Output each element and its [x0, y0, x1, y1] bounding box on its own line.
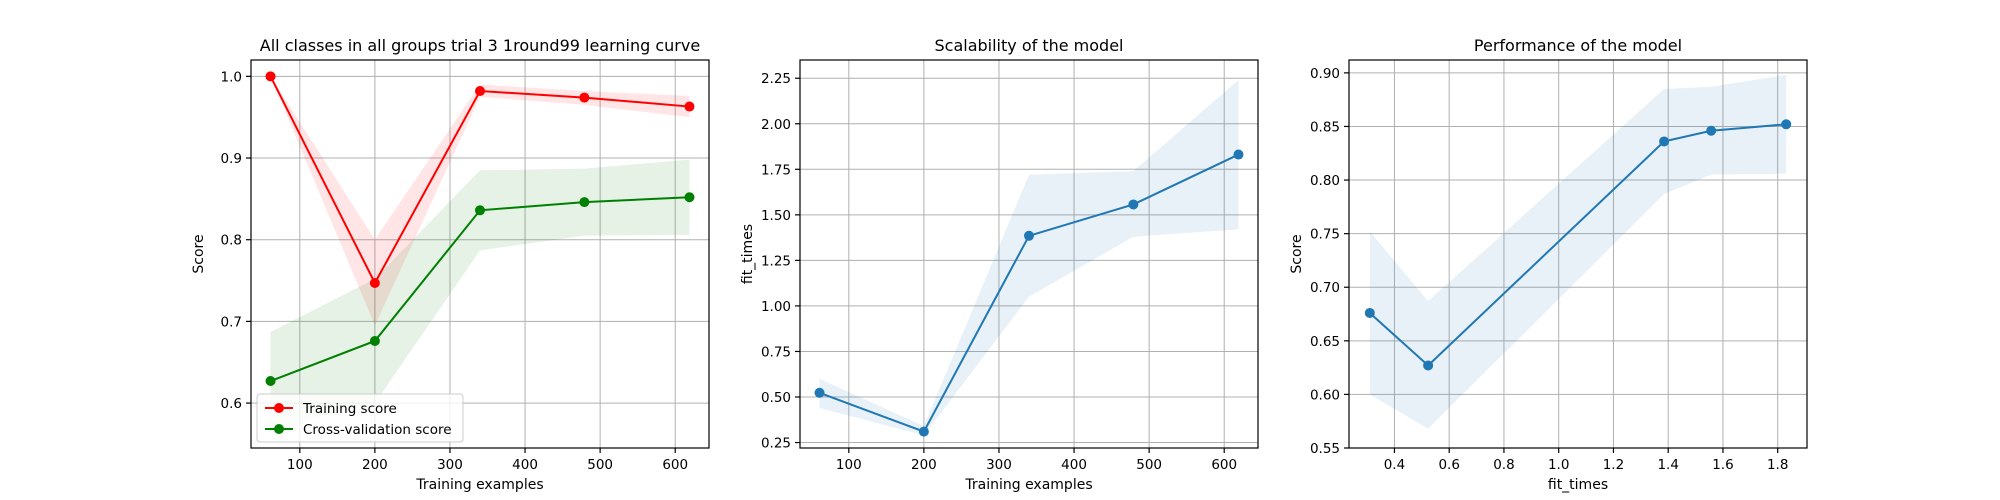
y-tick-label: 0.25: [761, 436, 791, 452]
y-tick-label: 1.25: [761, 253, 791, 269]
data-point: [1781, 119, 1792, 130]
y-tick-label: 2.25: [761, 71, 791, 87]
data-point: [1233, 149, 1244, 160]
chart-panel-2: 100 200 300 400 500 600 0.25 0.50 0.75 1.00 1.25 1.…: [740, 36, 1259, 493]
x-tick-label: 300: [437, 457, 463, 473]
y-tick-label: 1.00: [761, 299, 791, 315]
series-band: [270, 76, 690, 326]
data-point: [1024, 230, 1034, 241]
y-tick-label: 0.7: [221, 314, 242, 330]
data-point: [918, 426, 929, 437]
series-band: [819, 80, 1239, 436]
data-point: [475, 86, 485, 97]
data-point: [265, 376, 276, 387]
y-axis-label: Score: [191, 234, 207, 273]
x-tick-label: 300: [986, 457, 1012, 473]
y-tick-label: 0.75: [1310, 227, 1340, 243]
x-tick-label: 400: [1061, 457, 1087, 473]
y-axis-label: Score: [1289, 234, 1305, 273]
x-tick-label: 100: [287, 457, 313, 473]
x-axis-label: Training examples: [415, 477, 543, 493]
x-tick-label: 400: [512, 457, 538, 473]
y-tick-label: 1.75: [761, 162, 791, 178]
y-axis-label: fit_times: [740, 224, 756, 284]
x-tick-label: 0.4: [1384, 457, 1405, 473]
y-tick-label: 0.75: [761, 344, 791, 360]
legend-marker: [274, 403, 284, 413]
series-band: [1369, 75, 1787, 429]
axes-frame: [250, 59, 710, 449]
y-tick-label: 0.6: [221, 396, 242, 412]
x-tick-label: 1.4: [1657, 457, 1678, 473]
legend-marker: [274, 424, 284, 434]
data-point: [369, 277, 380, 288]
x-tick-label: 500: [1136, 457, 1162, 473]
x-tick-label: 200: [911, 457, 937, 473]
y-tick-label: 0.8: [221, 233, 242, 249]
data-point: [1659, 136, 1670, 147]
x-tick-label: 600: [662, 457, 688, 473]
y-tick-label: 0.50: [761, 390, 791, 406]
y-tick-label: 0.90: [1310, 66, 1340, 82]
data-point: [1423, 360, 1434, 371]
y-tick-label: 2.00: [761, 117, 791, 133]
legend-box: [256, 393, 464, 443]
data-point: [579, 92, 590, 103]
chart-panel-1: 100 200 300 400 500 600 0.6 0.7 0.8 0.9 1.0 All cla…: [191, 36, 710, 493]
legend-entry: Training score: [302, 401, 397, 417]
data-point: [475, 205, 485, 216]
y-tick-label: 0.85: [1310, 119, 1340, 135]
x-tick-label: 1.6: [1712, 457, 1733, 473]
y-tick-label: 0.80: [1310, 173, 1340, 189]
axes-frame: [799, 59, 1259, 449]
x-tick-label: 200: [362, 457, 388, 473]
data-point: [1364, 307, 1375, 318]
y-tick-label: 0.70: [1310, 280, 1340, 296]
y-tick-label: 1.50: [761, 208, 791, 224]
data-point: [579, 197, 590, 208]
chart-title: All classes in all groups trial 3 1round…: [260, 36, 700, 55]
x-tick-label: 1.0: [1548, 457, 1569, 473]
y-tick-label: 0.9: [221, 151, 242, 167]
x-axis-label: fit_times: [1548, 477, 1608, 493]
y-tick-label: 0.55: [1310, 441, 1340, 457]
chart-title: Scalability of the model: [935, 36, 1124, 55]
x-tick-label: 500: [587, 457, 613, 473]
x-axis-label: Training examples: [964, 477, 1092, 493]
data-point: [814, 387, 825, 398]
x-tick-label: 600: [1211, 457, 1237, 473]
series-band: [270, 159, 690, 430]
legend-entry: Cross-validation score: [303, 422, 452, 438]
chart-title: Performance of the model: [1474, 36, 1682, 55]
data-point: [1706, 125, 1717, 136]
x-tick-label: 0.8: [1493, 457, 1514, 473]
y-tick-label: 0.65: [1310, 334, 1340, 350]
x-tick-label: 100: [836, 457, 862, 473]
y-tick-label: 0.60: [1310, 387, 1340, 403]
axes-frame: [1348, 59, 1808, 449]
y-tick-label: 1.0: [221, 69, 242, 85]
x-tick-label: 1.8: [1767, 457, 1788, 473]
data-point: [369, 335, 380, 346]
x-tick-label: 0.6: [1438, 457, 1459, 473]
data-point: [1128, 199, 1139, 210]
data-point: [265, 71, 276, 82]
data-point: [684, 192, 695, 203]
chart-panel-3: 0.4 0.6 0.8 1.0 1.2 1.4 1.6 1.8 0.55 0.60 0.65 0.70…: [1289, 36, 1808, 493]
x-tick-label: 1.2: [1603, 457, 1624, 473]
data-point: [684, 101, 695, 112]
legend: Training score Cross-validation score: [256, 393, 464, 443]
